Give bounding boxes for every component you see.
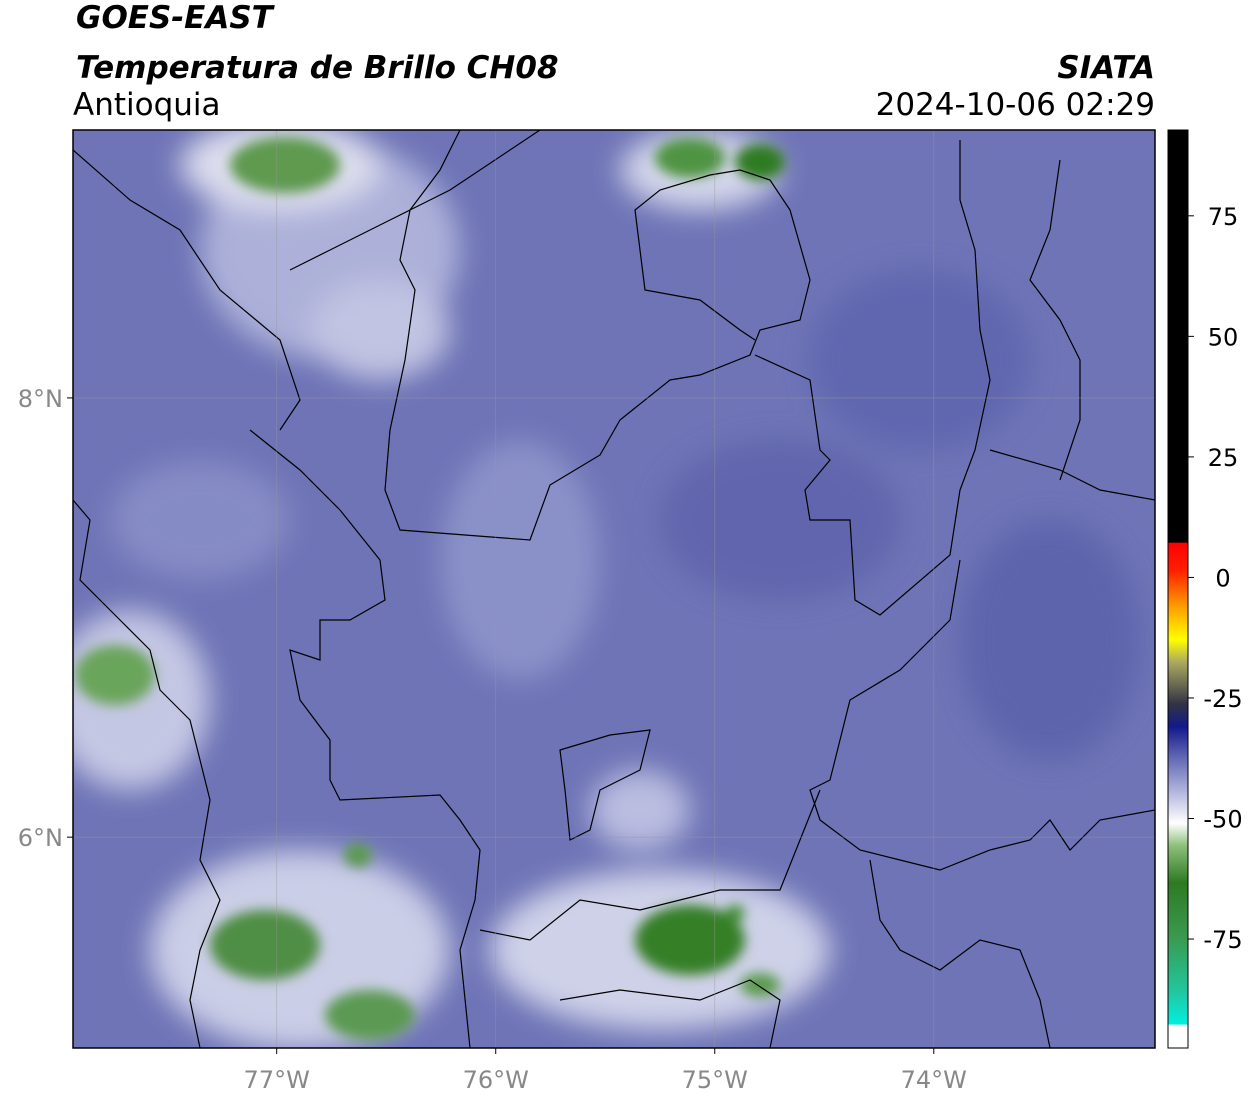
y-tick-label: 8°N: [18, 385, 63, 413]
colorbar-tick-label: -75: [1203, 926, 1242, 954]
colorbar-tick-label: 50: [1208, 323, 1239, 351]
colorbar-tick-label: -25: [1203, 685, 1242, 713]
colorbar-tick-label: 25: [1208, 444, 1239, 472]
x-tick-label: 74°W: [901, 1066, 967, 1094]
y-tick-label: 6°N: [18, 824, 63, 852]
colorbar: [1167, 129, 1189, 1049]
region: Antioquia: [73, 87, 221, 123]
subtitle: Temperatura de Brillo CH08: [76, 50, 559, 86]
map-frame: [72, 129, 1156, 1049]
colorbar-tick-label: -50: [1203, 806, 1242, 834]
colorbar-tick-label: 75: [1208, 203, 1239, 231]
x-tick-label: 75°W: [682, 1066, 748, 1094]
timestamp: 2024-10-06 02:29: [876, 87, 1155, 123]
map-image: [73, 130, 1155, 1048]
title: GOES-EAST: [76, 0, 276, 36]
x-tick-label: 77°W: [244, 1066, 310, 1094]
source: SIATA: [1057, 50, 1155, 86]
x-tick-label: 76°W: [463, 1066, 529, 1094]
colorbar-tick-label: 0: [1215, 564, 1230, 592]
